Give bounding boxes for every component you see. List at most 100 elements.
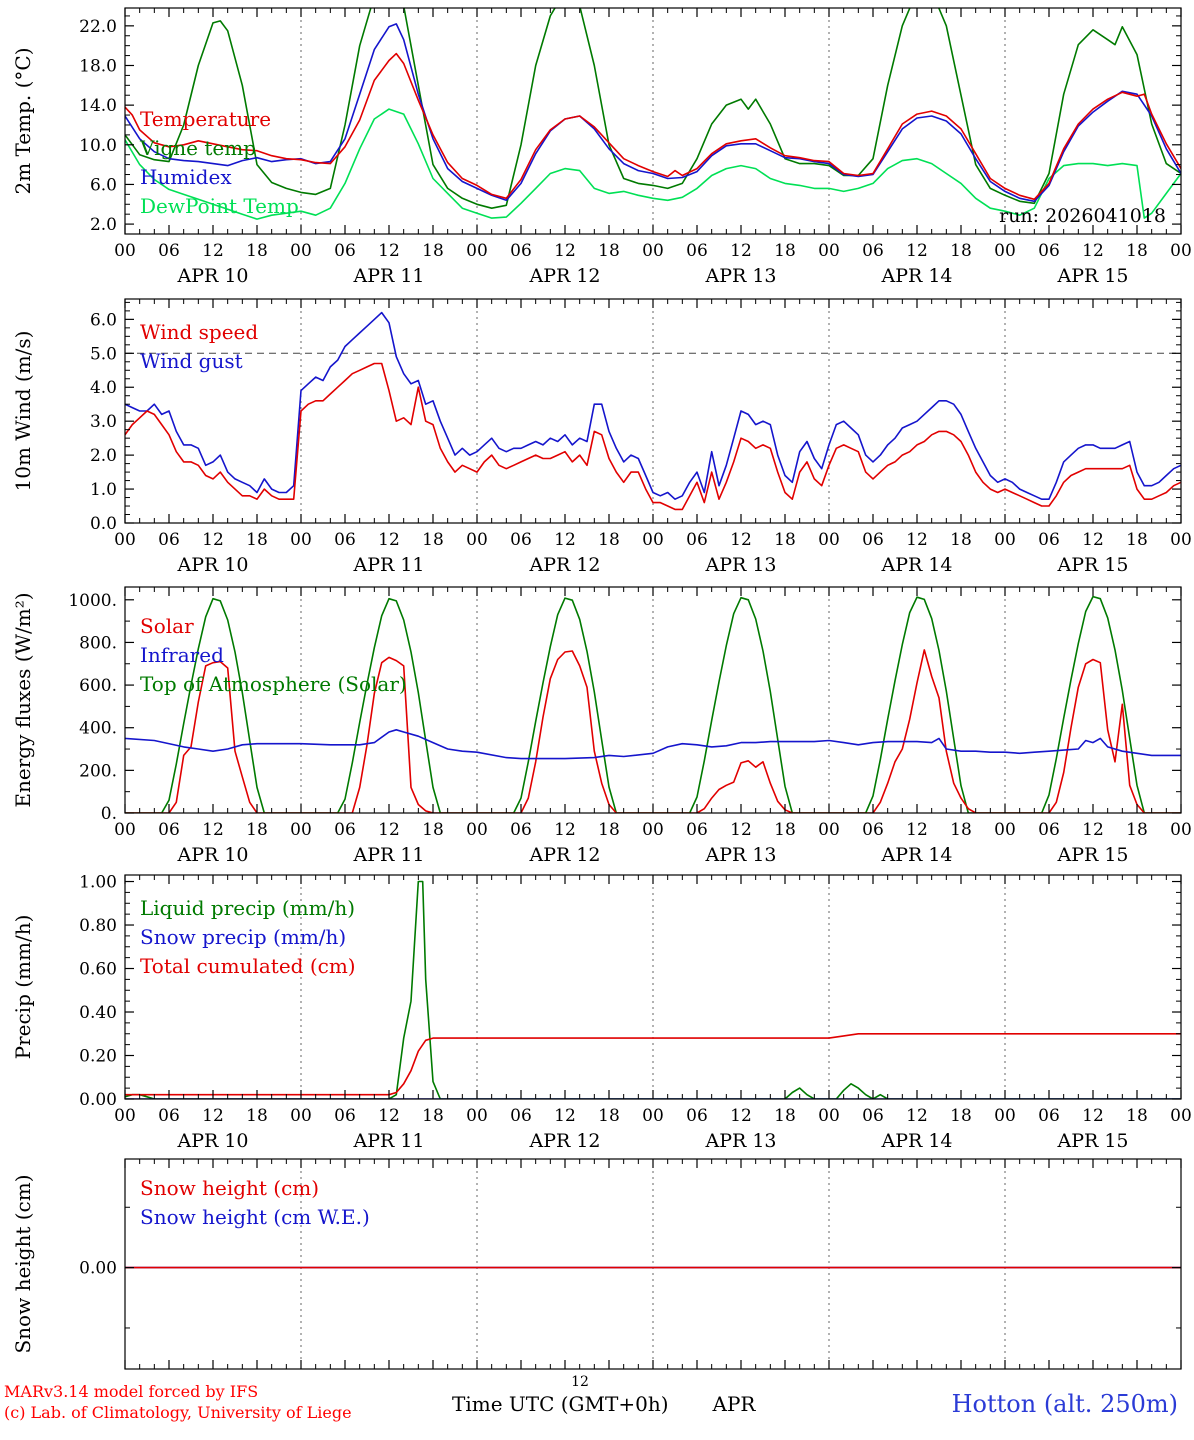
hour-tick-label: 12 (906, 530, 928, 550)
hour-tick-label: 12 (554, 1106, 576, 1126)
series-dewpoint-temp (125, 108, 1181, 220)
y-tick-label: 0.80 (79, 916, 117, 936)
y-tick-label: 1.0 (90, 480, 117, 500)
y-axis-title: 10m Wind (m/s) (11, 331, 35, 492)
hour-tick-label: 06 (334, 1106, 356, 1126)
hour-tick-label: 00 (1170, 530, 1192, 550)
series-total-cumulated (125, 1033, 1181, 1096)
y-tick-label: 200. (79, 761, 117, 781)
hour-tick-label: 00 (466, 241, 488, 261)
hour-tick-label: 12 (730, 530, 752, 550)
hour-tick-label: 18 (774, 820, 796, 840)
y-tick-label: 3.0 (90, 412, 117, 432)
hour-tick-label: 00 (114, 1106, 136, 1126)
hour-tick-label: 06 (862, 530, 884, 550)
hour-tick-label: 06 (334, 530, 356, 550)
day-label: APR 12 (528, 1130, 600, 1152)
hour-tick-label: 18 (422, 530, 444, 550)
day-label: APR 10 (176, 265, 248, 287)
hour-tick-label: 12 (906, 1106, 928, 1126)
legend-vigne-temp: Vigne temp (139, 136, 256, 160)
y-tick-label: 0.0 (90, 514, 117, 534)
hour-tick-label: 06 (158, 530, 180, 550)
series-infrared (125, 729, 1181, 760)
legend-humidex: Humidex (140, 165, 232, 189)
hour-tick-label: 06 (158, 820, 180, 840)
hour-tick-label: 00 (642, 820, 664, 840)
series-temperature (125, 52, 1181, 201)
hour-tick-label: 00 (466, 530, 488, 550)
y-tick-label: 0.20 (79, 1047, 117, 1067)
series-wind-gust (125, 311, 1181, 500)
hour-tick-label: 12 (202, 1106, 224, 1126)
hour-tick-label: 12 (730, 1106, 752, 1126)
y-tick-label: 600. (79, 676, 117, 696)
hour-tick-label: 06 (158, 1106, 180, 1126)
y-tick-label: 2.0 (90, 446, 117, 466)
hour-tick-label: 12 (730, 820, 752, 840)
y-tick-label: 0.40 (79, 1003, 117, 1023)
hour-tick-label: 06 (686, 820, 708, 840)
series-wind-speed (125, 362, 1181, 511)
y-tick-label: 2.0 (90, 215, 117, 235)
hour-tick-label: 06 (1038, 530, 1060, 550)
day-label: APR 14 (880, 265, 952, 287)
hour-tick-label: 06 (334, 241, 356, 261)
hour-tick-label: 18 (774, 1106, 796, 1126)
hour-tick-label: 12 (378, 1106, 400, 1126)
legend-top-of-atmosphere-solar-: Top of Atmosphere (Solar) (140, 672, 407, 696)
day-label: APR 10 (176, 1130, 248, 1152)
y-axis-title: Snow height (cm) (11, 1174, 35, 1353)
day-label: APR 15 (1056, 1130, 1128, 1152)
y-tick-label: 0.00 (79, 1259, 117, 1279)
hour-tick-label: 00 (642, 530, 664, 550)
hour-tick-label: 00 (290, 241, 312, 261)
hour-tick-label: 12 (202, 241, 224, 261)
y-tick-label: 4.0 (90, 378, 117, 398)
hour-tick-label: 00 (1170, 1106, 1192, 1126)
day-label: APR 10 (176, 554, 248, 576)
legend-solar: Solar (140, 614, 194, 638)
hour-tick-label: 00 (994, 241, 1016, 261)
hour-tick-label: 00 (818, 820, 840, 840)
legend-snow-height-cm-: Snow height (cm) (140, 1176, 319, 1200)
hour-tick-label: 00 (114, 820, 136, 840)
y-tick-label: 0. (101, 804, 117, 824)
hour-tick-label: 12 (378, 530, 400, 550)
hour-tick-label: 06 (862, 241, 884, 261)
day-label: APR 12 (528, 844, 600, 865)
time-axis-label: 12 Time UTC (GMT+0h) APR (452, 1374, 755, 1416)
legend-liquid-precip-mm-h-: Liquid precip (mm/h) (140, 896, 355, 920)
day-label: APR 14 (880, 554, 952, 576)
figure-footer: MARv3.14 model forced by IFS (c) Lab. of… (0, 1374, 1194, 1440)
hour-tick-label: 00 (114, 530, 136, 550)
hour-tick-label: 00 (466, 820, 488, 840)
hour-tick-label: 12 (1082, 530, 1104, 550)
hour-tick-label: 00 (290, 530, 312, 550)
hour-tick-label: 06 (862, 820, 884, 840)
day-label: APR 13 (704, 844, 776, 865)
hour-tick-label: 00 (114, 241, 136, 261)
hour-tick-label: 18 (422, 1106, 444, 1126)
hour-tick-label: 00 (466, 1106, 488, 1126)
y-tick-label: 10.0 (79, 136, 117, 156)
hour-tick-label: 18 (1126, 820, 1148, 840)
hour-tick-label: 06 (158, 241, 180, 261)
day-label: APR 11 (352, 554, 424, 576)
hour-tick-label: 18 (950, 1106, 972, 1126)
day-label: APR 12 (528, 554, 600, 576)
hour-tick-label: 06 (1038, 241, 1060, 261)
hour-tick-label: 00 (642, 1106, 664, 1126)
y-tick-label: 800. (79, 633, 117, 653)
hour-tick-label: 06 (510, 820, 532, 840)
y-tick-label: 5.0 (90, 344, 117, 364)
hour-tick-label: 12 (554, 530, 576, 550)
day-label: APR 14 (880, 1130, 952, 1152)
hour-tick-label: 18 (246, 820, 268, 840)
station-label: Hotton (alt. 250m) (951, 1390, 1178, 1418)
hour-tick-label: 18 (1126, 1106, 1148, 1126)
hour-tick-label: 00 (642, 241, 664, 261)
legend-total-cumulated-cm-: Total cumulated (cm) (140, 954, 356, 978)
hour-tick-label: 18 (598, 820, 620, 840)
